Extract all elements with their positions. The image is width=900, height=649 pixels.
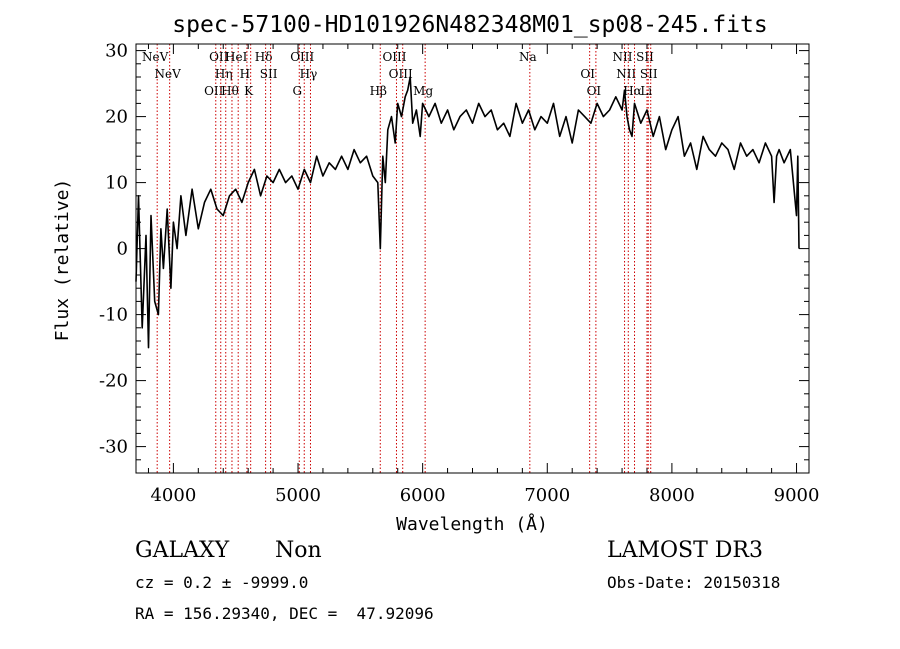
marker-label: H — [240, 67, 250, 81]
y-tick-label: -20 — [99, 371, 128, 392]
marker-label: NII — [616, 67, 636, 81]
y-tick-label: 0 — [117, 239, 128, 260]
marker-label: OIII — [382, 50, 406, 64]
x-tick-label: 9000 — [774, 485, 820, 506]
emission-line-markers: NeVNeVOIIOIIHηHθHeIHKHδSIIGOIIIHγHβOIIIO… — [142, 44, 658, 473]
object-subclass: Non — [275, 538, 322, 563]
marker-label: Hγ — [300, 67, 318, 81]
x-axis-label: Wavelength (Å) — [396, 513, 548, 535]
y-tick-label: -10 — [99, 305, 128, 326]
x-tick-label: 6000 — [400, 485, 446, 506]
spectrum-series — [135, 76, 800, 349]
marker-label: Mg — [413, 84, 433, 98]
marker-label: Hα — [623, 84, 642, 98]
marker-label: Hδ — [255, 50, 273, 64]
y-tick-label: -30 — [99, 437, 128, 458]
observation-date: Obs-Date: 20150318 — [607, 573, 781, 592]
marker-label: SII — [640, 67, 658, 81]
marker-label: OI — [587, 84, 602, 98]
spectrum-line — [135, 76, 800, 349]
marker-label: NeV — [155, 67, 182, 81]
chart-title: spec-57100-HD101926N482348M01_sp08-245.f… — [172, 12, 767, 38]
x-tick-label: 4000 — [150, 485, 196, 506]
redshift-cz: cz = 0.2 ± -9999.0 — [135, 573, 309, 592]
marker-label: G — [292, 84, 302, 98]
marker-label: Li — [640, 84, 652, 98]
marker-label: OIII — [389, 67, 413, 81]
survey-name: LAMOST DR3 — [607, 538, 763, 563]
object-class: GALAXY — [135, 538, 230, 563]
plot-frame — [135, 43, 810, 474]
marker-label: SII — [636, 50, 654, 64]
marker-label: OIII — [290, 50, 314, 64]
x-tick-label: 7000 — [524, 485, 570, 506]
marker-label: OII — [209, 50, 229, 64]
y-axis-label: Flux (relative) — [52, 179, 73, 342]
marker-label: Hη — [215, 67, 233, 81]
marker-label: Hθ — [221, 84, 239, 98]
marker-label: Hβ — [370, 84, 387, 98]
marker-label: K — [244, 84, 254, 98]
marker-label: SII — [260, 67, 278, 81]
x-tick-label: 8000 — [649, 485, 695, 506]
marker-label: OII — [204, 84, 224, 98]
y-tick-label: 20 — [105, 107, 128, 128]
marker-label: NeV — [142, 50, 169, 64]
y-tick-label: 10 — [105, 173, 128, 194]
axes: 4000 5000 6000 7000 8000 9000 -30 -20 -10 0 10 20 30 — [99, 41, 819, 506]
y-tick-label: 30 — [105, 41, 128, 62]
ra-dec: RA = 156.29340, DEC = 47.92096 — [135, 604, 434, 623]
marker-label: NII — [613, 50, 633, 64]
marker-label: OI — [580, 67, 595, 81]
marker-label: HeI — [225, 50, 248, 64]
marker-label: Na — [519, 50, 537, 64]
x-tick-label: 5000 — [275, 485, 321, 506]
